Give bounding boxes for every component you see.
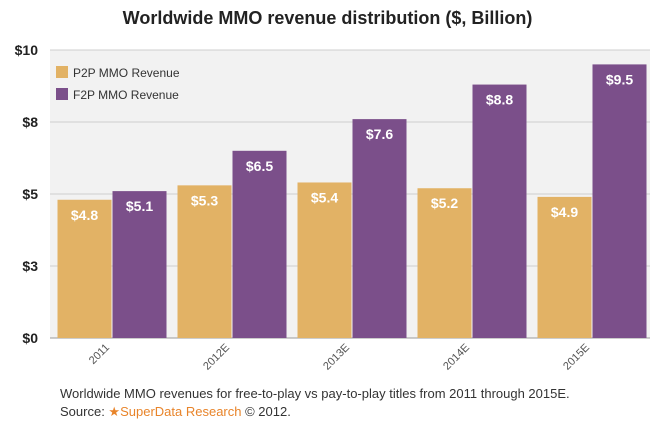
bar-value-label: $5.3 <box>191 192 218 208</box>
bar <box>232 150 287 338</box>
source-suffix: © 2012. <box>241 404 291 419</box>
bar <box>417 188 472 338</box>
chart-title: Worldwide MMO revenue distribution ($, B… <box>122 8 533 28</box>
caption-source: Source: ★SuperData Research © 2012. <box>60 404 291 420</box>
x-tick-label: 2015E <box>561 342 592 373</box>
legend-swatch <box>56 88 68 100</box>
x-tick-label: 2013E <box>321 342 352 373</box>
legend-label: F2P MMO Revenue <box>73 88 179 102</box>
legend-label: P2P MMO Revenue <box>73 66 180 80</box>
bar-value-label: $9.5 <box>606 71 633 87</box>
bar <box>297 182 352 338</box>
bar <box>472 84 527 338</box>
x-tick-label: 2012E <box>201 342 232 373</box>
bar <box>352 119 407 339</box>
bar <box>57 199 112 338</box>
bar <box>177 185 232 338</box>
bar <box>537 196 592 338</box>
bar-value-label: $4.8 <box>71 207 98 223</box>
y-tick-label: $8 <box>22 114 38 130</box>
caption-description: Worldwide MMO revenues for free-to-play … <box>60 386 570 401</box>
source-name: SuperData Research <box>120 404 242 419</box>
x-tick-labels: 2011 2012E 2013E 2014E 2015E <box>87 342 592 373</box>
x-tick-label: 2011 <box>87 342 112 367</box>
bar-value-label: $4.9 <box>551 204 578 220</box>
source-prefix: Source: <box>60 404 109 419</box>
bar-value-label: $6.5 <box>246 158 273 174</box>
bar-value-label: $5.2 <box>431 195 458 211</box>
y-tick-label: $0 <box>22 330 38 346</box>
y-tick-labels: $0 $3 $5 $8 $10 <box>15 42 39 346</box>
y-tick-label: $5 <box>22 186 38 202</box>
bar <box>112 191 167 338</box>
star-icon: ★ <box>108 404 121 419</box>
x-tick-label: 2014E <box>441 342 472 373</box>
bars: $4.8 $5.1 $5.3 $6.5 $5.4 $7.6 $5.2 $8.8 $4.9 $9.5 <box>57 64 647 339</box>
bar-value-label: $5.4 <box>311 189 338 205</box>
y-tick-label: $3 <box>22 258 38 274</box>
bar <box>592 64 647 339</box>
bar-value-label: $5.1 <box>126 198 153 214</box>
y-tick-label: $10 <box>15 42 39 58</box>
legend: P2P MMO Revenue F2P MMO Revenue <box>56 66 180 102</box>
bar-value-label: $7.6 <box>366 126 393 142</box>
bar-value-label: $8.8 <box>486 92 513 108</box>
legend-swatch <box>56 66 68 78</box>
